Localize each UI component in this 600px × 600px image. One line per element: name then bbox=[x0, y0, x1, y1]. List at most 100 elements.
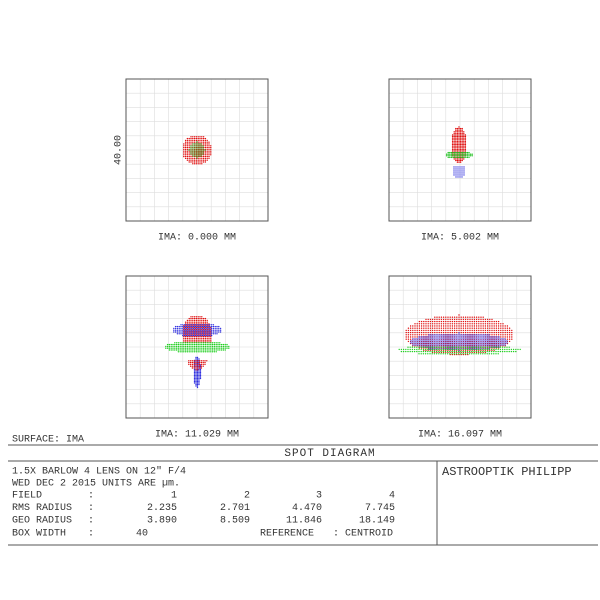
spot-ray bbox=[440, 323, 443, 325]
spot-ray bbox=[449, 346, 451, 348]
spot-ray bbox=[494, 340, 496, 342]
spot-ray bbox=[458, 153, 461, 155]
spot-ray bbox=[471, 316, 473, 318]
spot-ray bbox=[482, 342, 484, 344]
spot-ray bbox=[473, 325, 476, 327]
spot-ray bbox=[192, 157, 194, 160]
spot-ray bbox=[497, 323, 500, 325]
spot-ray bbox=[184, 342, 187, 344]
spot-ray bbox=[424, 346, 427, 348]
spot-ray bbox=[193, 141, 196, 143]
spot-ray bbox=[440, 350, 442, 353]
spot-ray bbox=[468, 346, 471, 348]
spot-ray bbox=[190, 137, 192, 140]
spot-ray bbox=[409, 350, 411, 353]
spot-ray bbox=[228, 345, 230, 348]
spot-ray bbox=[463, 151, 465, 154]
spot-ray bbox=[480, 334, 482, 336]
spot-ray bbox=[499, 348, 502, 351]
spot-ray bbox=[407, 348, 409, 351]
spot-ray bbox=[475, 327, 478, 329]
spot-ray bbox=[448, 340, 450, 342]
spot-ray bbox=[484, 325, 487, 327]
spot-ray bbox=[195, 370, 197, 372]
spot-ray bbox=[490, 353, 493, 355]
spot-ray bbox=[494, 342, 496, 344]
spot-ray bbox=[165, 345, 167, 348]
spot-ray bbox=[175, 342, 178, 344]
spot-ray bbox=[210, 343, 212, 346]
spot-ray bbox=[463, 172, 465, 174]
spot-ray bbox=[453, 166, 455, 168]
spot-ray bbox=[458, 151, 461, 154]
spot-ray bbox=[193, 139, 196, 142]
spot-ray bbox=[456, 331, 458, 334]
spot-ray bbox=[458, 158, 460, 160]
spot-ray bbox=[431, 318, 434, 321]
spot-ray bbox=[201, 325, 204, 328]
spot-ray bbox=[484, 318, 487, 321]
spot-ray bbox=[455, 159, 457, 162]
spot-ray bbox=[196, 327, 198, 330]
spot-ray bbox=[461, 134, 463, 136]
spot-ray bbox=[422, 353, 425, 355]
spot-ray bbox=[433, 346, 436, 348]
spot-ray bbox=[450, 344, 452, 346]
spot-ray bbox=[210, 331, 213, 333]
spot-ray bbox=[192, 153, 194, 155]
spot-ray bbox=[515, 348, 517, 351]
spot-ray bbox=[488, 350, 491, 353]
spot-ray bbox=[440, 316, 443, 318]
spot-ray bbox=[192, 327, 195, 330]
spot-ray bbox=[192, 159, 194, 161]
spot-ray bbox=[484, 340, 486, 342]
spot-ray bbox=[453, 325, 456, 327]
spot-ray bbox=[222, 345, 225, 348]
spot-ray bbox=[409, 348, 411, 351]
spot-ray bbox=[471, 329, 473, 332]
spot-ray bbox=[447, 325, 449, 327]
spot-ray bbox=[188, 154, 190, 156]
spot-ray bbox=[210, 351, 212, 353]
spot-ray bbox=[193, 361, 195, 364]
spot-ray bbox=[205, 327, 207, 330]
spot-ray bbox=[491, 320, 493, 323]
spot-ray bbox=[407, 338, 410, 340]
spot-ray bbox=[445, 316, 447, 318]
spot-ray bbox=[446, 350, 449, 353]
spot-ray bbox=[491, 334, 493, 336]
spot-ray bbox=[210, 324, 213, 326]
spot-ray bbox=[460, 320, 462, 323]
spot-ray bbox=[455, 346, 458, 348]
spot-ray bbox=[195, 337, 198, 340]
spot-ray bbox=[206, 349, 208, 351]
spot-ray bbox=[185, 333, 188, 335]
spot-ray bbox=[455, 147, 457, 149]
spot-ray bbox=[414, 327, 416, 329]
spot-ray bbox=[453, 331, 456, 334]
spot-ray bbox=[196, 371, 199, 374]
spot-ray bbox=[203, 331, 206, 333]
spot-ray bbox=[195, 380, 197, 383]
spot-ray bbox=[478, 323, 480, 325]
spot-ray bbox=[452, 338, 454, 340]
spot-ray bbox=[193, 379, 196, 381]
spot-ray bbox=[480, 342, 482, 344]
spot-ray bbox=[206, 337, 208, 340]
spot-ray bbox=[198, 361, 201, 364]
spot-ray bbox=[469, 316, 471, 318]
spot-ray bbox=[433, 348, 436, 351]
spot-ray bbox=[458, 325, 460, 327]
spot-ray bbox=[444, 340, 446, 342]
spot-ray bbox=[197, 337, 199, 340]
spot-ray bbox=[188, 146, 190, 149]
spot-ray bbox=[436, 344, 438, 346]
spot-ray bbox=[467, 320, 469, 323]
spot-ray bbox=[449, 329, 451, 332]
spot-ray bbox=[472, 338, 474, 340]
spot-ray bbox=[438, 344, 440, 346]
spot-ray bbox=[196, 386, 199, 389]
spot-ray bbox=[200, 153, 202, 155]
spot-ray bbox=[475, 350, 477, 353]
spot-ray bbox=[197, 137, 199, 140]
